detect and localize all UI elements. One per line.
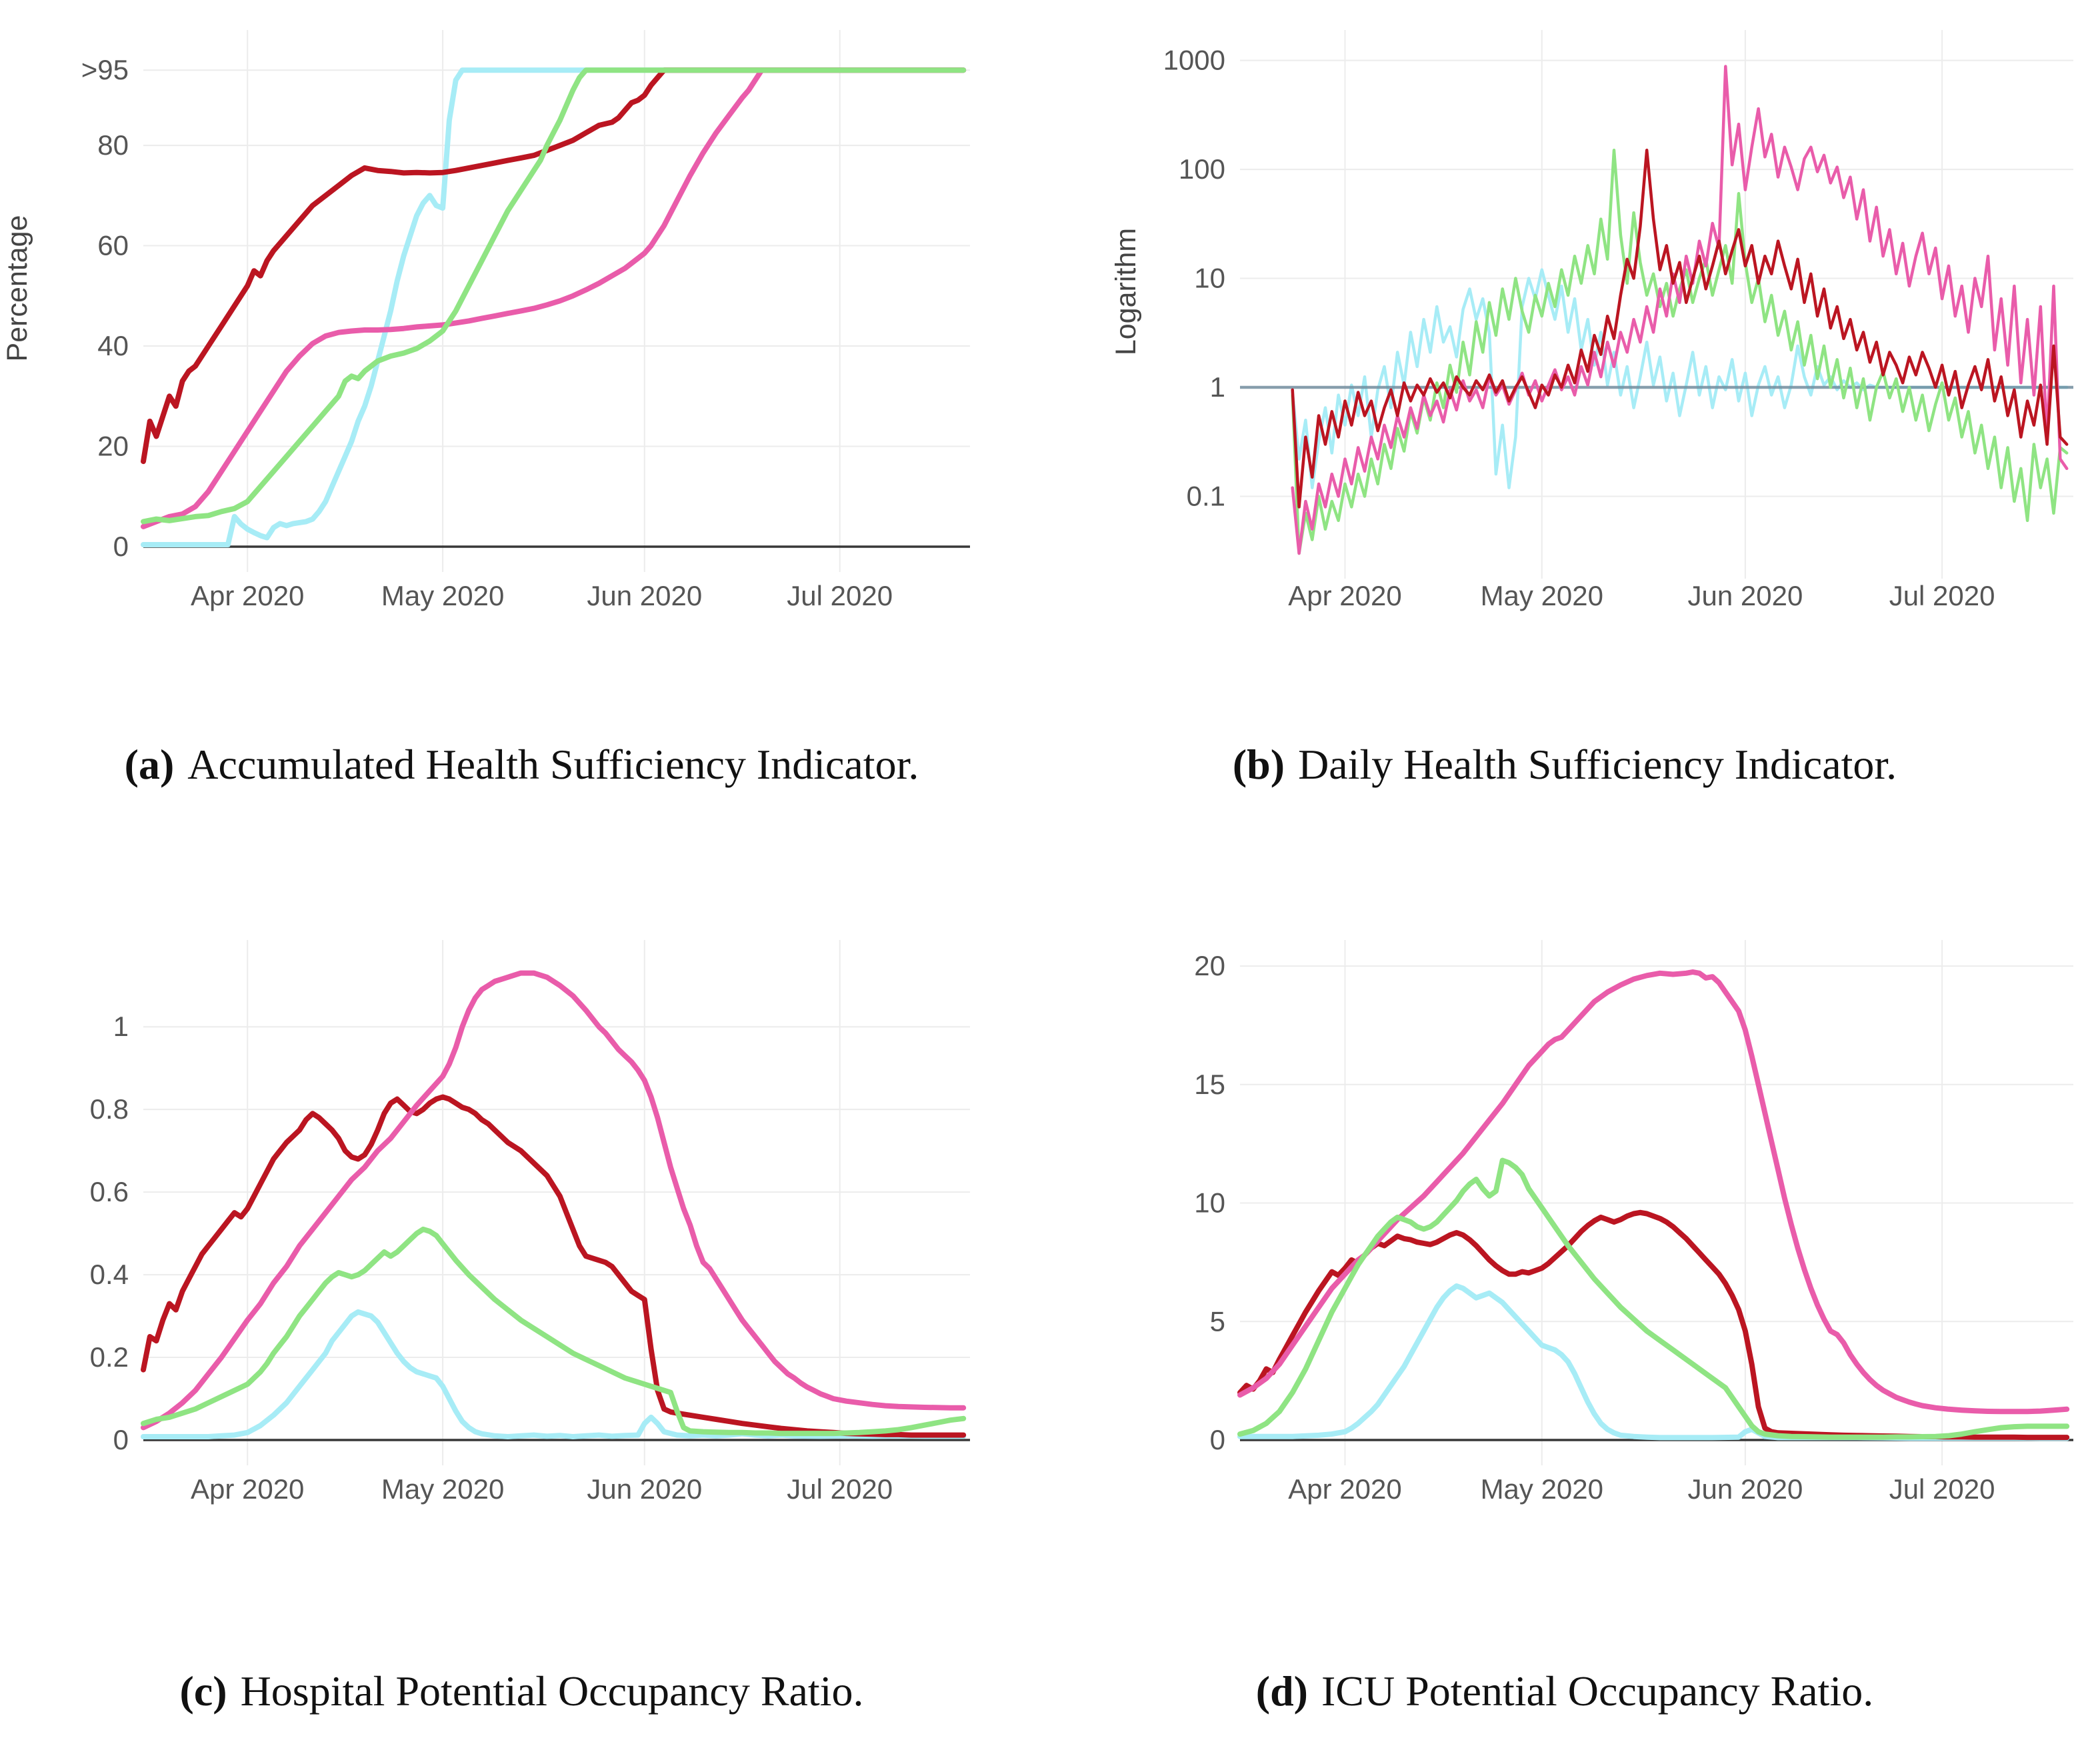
caption-d-label: (d) xyxy=(1255,1667,1308,1715)
y-tick-label: 20 xyxy=(97,431,129,462)
y-tick-label: 0 xyxy=(1210,1424,1225,1455)
x-tick-label: May 2020 xyxy=(1481,580,1603,611)
y-tick-label: 80 xyxy=(97,129,129,161)
chart-hospital-occupancy-ratio: Apr 2020 May 2020 Jun 2020 Jul 2020 0 0.2 0.4 0… xyxy=(90,940,970,1505)
caption-a-text: Accumulated Health Sufficiency Indicator… xyxy=(187,741,919,788)
series-red-line xyxy=(141,67,967,465)
x-tick-label: May 2020 xyxy=(1481,1473,1603,1505)
y-tick-label: 100 xyxy=(1179,153,1225,185)
x-tick-label: Apr 2020 xyxy=(191,580,304,611)
panel-d: Apr 2020 May 2020 Jun 2020 Jul 2020 0 5 10 15 20 xyxy=(1043,853,2086,1520)
caption-d: (d) ICU Potential Occupancy Ratio. xyxy=(1256,1667,1873,1716)
series-pink-line xyxy=(141,67,967,529)
x-tick-label: Jun 2020 xyxy=(587,1473,702,1505)
x-tick-label: May 2020 xyxy=(381,580,504,611)
caption-c-text: Hospital Potential Occupancy Ratio. xyxy=(240,1667,864,1715)
y-tick-label: 60 xyxy=(97,230,129,261)
caption-b-text: Daily Health Sufficiency Indicator. xyxy=(1298,741,1897,788)
x-tick-label: Apr 2020 xyxy=(1288,1473,1401,1505)
y-tick-label: 10 xyxy=(1194,263,1225,294)
y-tick-label: 15 xyxy=(1194,1069,1225,1100)
y-axis-title: Logarithm xyxy=(1110,228,1142,355)
x-tick-label: Jun 2020 xyxy=(1687,580,1803,611)
caption-a: (a) Accumulated Health Sufficiency Indica… xyxy=(125,740,919,789)
caption-row-top-b: (b) Daily Health Sufficiency Indicator. xyxy=(1043,640,2086,853)
x-tick-label: Apr 2020 xyxy=(1288,580,1401,611)
y-tick-label: 0 xyxy=(113,1424,129,1455)
x-tick-label: May 2020 xyxy=(381,1473,504,1505)
caption-row-top: (a) Accumulated Health Sufficiency Indica… xyxy=(0,640,1043,853)
x-tick-label: Jun 2020 xyxy=(587,580,702,611)
caption-a-label: (a) xyxy=(124,741,175,788)
y-tick-label: 0.1 xyxy=(1187,481,1225,512)
y-tick-label: 40 xyxy=(97,330,129,361)
chart-icu-occupancy-ratio: Apr 2020 May 2020 Jun 2020 Jul 2020 0 5 10 15 20 xyxy=(1194,940,2073,1505)
y-axis-title: Percentage xyxy=(1,215,33,362)
series-green-line xyxy=(141,1226,967,1437)
series-green-line xyxy=(141,67,967,525)
y-tick-label: 0.6 xyxy=(90,1176,129,1207)
series-cyan-line xyxy=(1237,1283,2070,1441)
caption-b-label: (b) xyxy=(1232,741,1285,788)
y-tick-label: 0.4 xyxy=(90,1259,129,1290)
chart-daily-health-sufficiency: Apr 2020 May 2020 Jun 2020 Jul 2020 1000 100 1… xyxy=(1110,30,2073,611)
y-tick-label: 0 xyxy=(113,531,129,562)
series-pink-line xyxy=(1291,65,2069,555)
y-tick-label: 1000 xyxy=(1163,45,1225,76)
x-tick-label: Jul 2020 xyxy=(787,580,893,611)
series-red-line xyxy=(1291,149,2069,509)
series-red-line xyxy=(141,1094,967,1438)
caption-row-bottom-d: (d) ICU Potential Occupancy Ratio. xyxy=(1043,1520,2086,1764)
y-tick-label: >95 xyxy=(81,54,129,85)
series-green-line xyxy=(1237,1157,2070,1440)
panel-a: Apr 2020 May 2020 Jun 2020 Jul 2020 0 20 40 60 8… xyxy=(0,0,1043,640)
y-tick-label: 1 xyxy=(1210,371,1225,403)
caption-d-text: ICU Potential Occupancy Ratio. xyxy=(1321,1667,1874,1715)
series-pink-line xyxy=(141,970,967,1431)
caption-row-bottom-c: (c) Hospital Potential Occupancy Ratio. xyxy=(0,1520,1043,1764)
caption-c-label: (c) xyxy=(179,1667,227,1715)
x-tick-label: Jul 2020 xyxy=(1889,1473,1995,1505)
y-tick-label: 0.2 xyxy=(90,1341,129,1373)
x-tick-label: Apr 2020 xyxy=(191,1473,304,1505)
caption-c: (c) Hospital Potential Occupancy Ratio. xyxy=(180,1667,864,1716)
x-tick-label: Jul 2020 xyxy=(787,1473,893,1505)
x-tick-label: Jun 2020 xyxy=(1687,1473,1803,1505)
caption-b: (b) Daily Health Sufficiency Indicator. xyxy=(1233,740,1897,789)
x-tick-label: Jul 2020 xyxy=(1889,580,1995,611)
chart-accumulated-health-sufficiency: Apr 2020 May 2020 Jun 2020 Jul 2020 0 20 40 60 8… xyxy=(1,30,970,611)
series-cyan-line xyxy=(1291,268,2069,489)
series-cyan-line xyxy=(141,67,967,547)
panel-b: Apr 2020 May 2020 Jun 2020 Jul 2020 1000 100 1… xyxy=(1043,0,2086,640)
y-tick-label: 1 xyxy=(113,1011,129,1042)
series-red-line xyxy=(1237,1209,2070,1441)
y-tick-label: 5 xyxy=(1210,1305,1225,1337)
panel-c: Apr 2020 May 2020 Jun 2020 Jul 2020 0 0.2 0.4 0… xyxy=(0,853,1043,1520)
y-tick-label: 20 xyxy=(1194,950,1225,981)
y-tick-label: 0.8 xyxy=(90,1093,129,1125)
y-tick-label: 10 xyxy=(1194,1187,1225,1219)
series-pink-line xyxy=(1237,969,2070,1415)
